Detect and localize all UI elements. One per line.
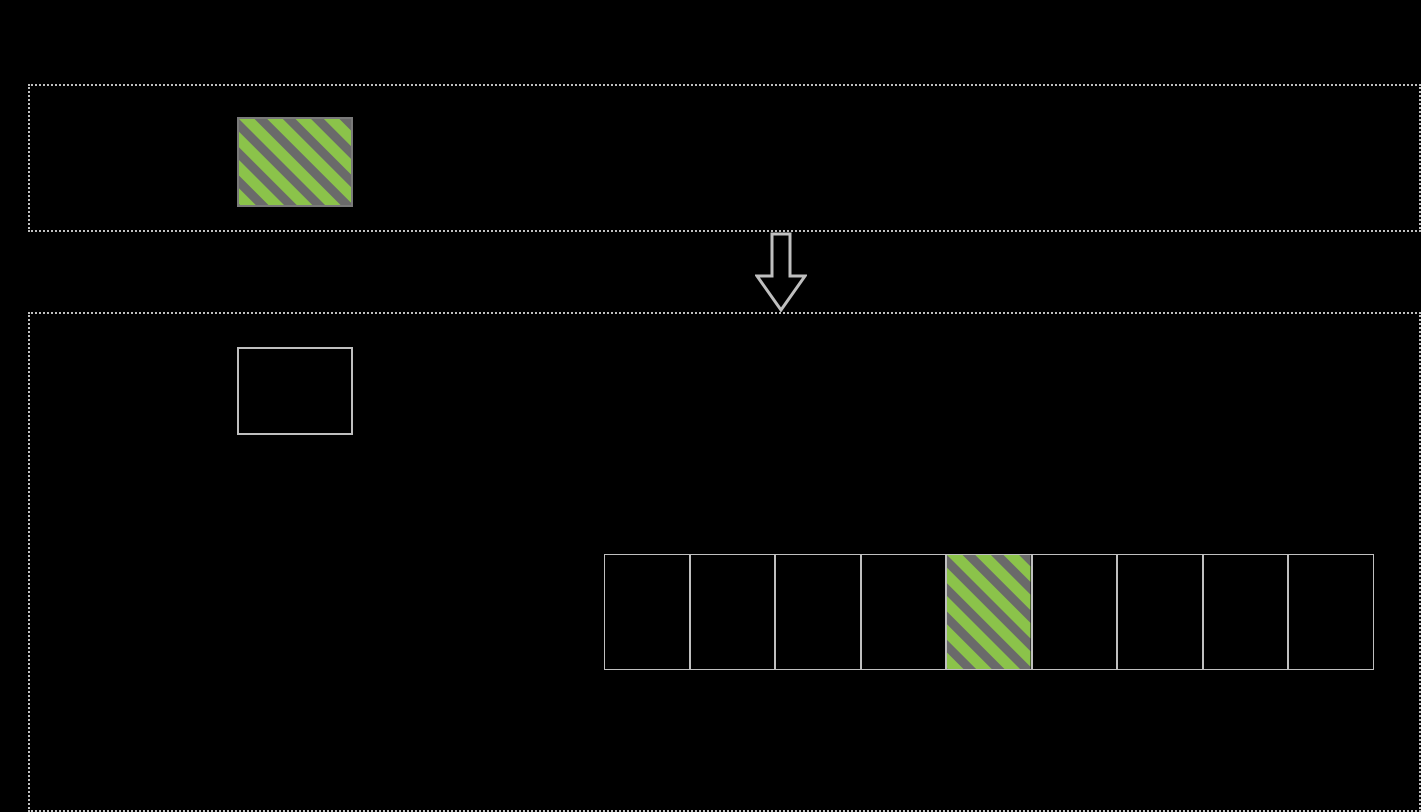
array-cell (775, 554, 861, 670)
array-cell-highlighted (946, 554, 1032, 670)
array-cell (1288, 554, 1374, 670)
array-cell (690, 554, 776, 670)
array-cell (604, 554, 690, 670)
arrow-down-icon (755, 232, 807, 317)
array-cell (1032, 554, 1118, 670)
bottom-empty-box (237, 347, 353, 435)
array-cell (1117, 554, 1203, 670)
array-cell (861, 554, 947, 670)
hatch-pattern-icon (947, 555, 1031, 669)
array-cell (1203, 554, 1289, 670)
hatch-pattern-icon (239, 119, 351, 205)
cell-array (604, 554, 1374, 670)
top-hatched-box (237, 117, 353, 207)
